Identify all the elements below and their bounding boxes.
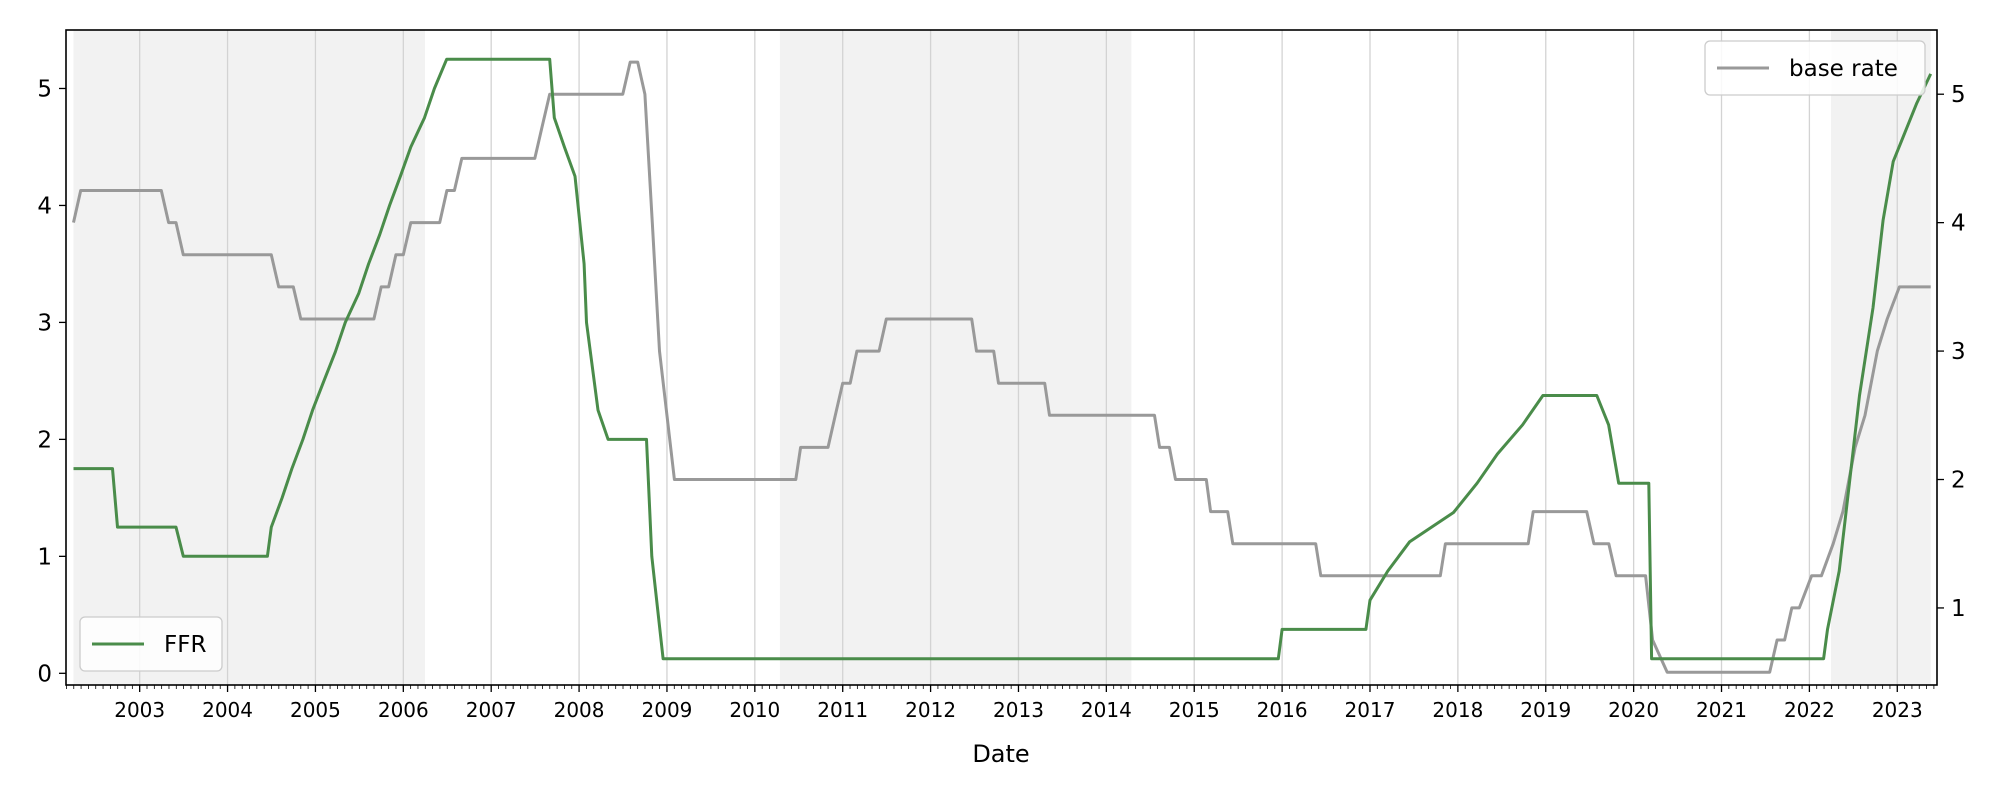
y-right-tick-label: 2 <box>1951 468 1966 494</box>
legend-ffr: FFR <box>79 616 223 672</box>
x-tick-label: 2008 <box>554 698 605 722</box>
series-lines <box>72 57 1933 674</box>
x-axis-title: Date <box>972 740 1029 768</box>
y-left-tick-label: 5 <box>37 76 52 102</box>
x-tick-label: 2011 <box>817 698 868 722</box>
x-tick-label: 2006 <box>378 698 429 722</box>
x-tick-label: 2020 <box>1608 698 1659 722</box>
x-tick-label: 2023 <box>1872 698 1923 722</box>
y-right-tick-label: 4 <box>1951 211 1966 237</box>
y-left-tick-label: 0 <box>37 661 52 687</box>
shaded-period <box>73 30 425 685</box>
base-rate-line <box>72 60 1931 674</box>
legends: FFR base rate <box>79 40 1926 672</box>
y-right-tick-label: 3 <box>1951 339 1966 365</box>
shaded-period <box>1831 30 1931 685</box>
shaded-periods <box>73 30 1931 685</box>
x-tick-label: 2003 <box>114 698 165 722</box>
legend-box <box>79 616 223 672</box>
x-tick-label: 2016 <box>1257 698 1308 722</box>
vertical-gridlines <box>139 30 1898 685</box>
y-left-tick-label: 2 <box>37 427 52 453</box>
legend-label: FFR <box>164 632 206 658</box>
y-axis-right: 1 2 3 4 5 <box>1937 82 1966 622</box>
shaded-period <box>779 30 1132 685</box>
y-right-tick-label: 1 <box>1951 596 1966 622</box>
ffr-line <box>73 57 1933 661</box>
legend-base-rate: base rate <box>1704 40 1926 96</box>
x-tick-label: 2010 <box>729 698 780 722</box>
y-left-tick-label: 1 <box>37 544 52 570</box>
x-tick-label: 2019 <box>1520 698 1571 722</box>
y-axis-left: 0 1 2 3 4 5 <box>37 76 66 687</box>
x-axis: 2003 2004 2005 2006 2007 2008 2009 2010 2011 2012… <box>66 685 1935 722</box>
legend-label: base rate <box>1789 56 1898 82</box>
plot-frame <box>65 29 1938 686</box>
y-right-tick-label: 5 <box>1951 82 1966 108</box>
x-tick-label: 2021 <box>1696 698 1747 722</box>
x-tick-label: 2012 <box>905 698 956 722</box>
x-tick-label: 2009 <box>642 698 693 722</box>
x-tick-label: 2017 <box>1345 698 1396 722</box>
x-tick-label: 2004 <box>202 698 253 722</box>
x-tick-label: 2022 <box>1784 698 1835 722</box>
y-left-tick-label: 4 <box>37 193 52 219</box>
x-tick-label: 2007 <box>466 698 517 722</box>
x-tick-label: 2005 <box>290 698 341 722</box>
x-tick-label: 2013 <box>993 698 1044 722</box>
x-tick-label: 2018 <box>1432 698 1483 722</box>
x-tick-label: 2015 <box>1169 698 1220 722</box>
legend-box <box>1704 40 1926 96</box>
y-left-tick-label: 3 <box>37 310 52 336</box>
x-tick-label: 2014 <box>1081 698 1132 722</box>
